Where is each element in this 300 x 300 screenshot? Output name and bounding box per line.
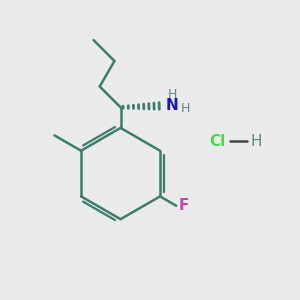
Text: F: F [178, 198, 189, 213]
Text: N: N [166, 98, 178, 113]
Text: Cl: Cl [210, 134, 226, 149]
Text: H: H [181, 102, 190, 115]
Text: H: H [250, 134, 262, 149]
Text: H: H [167, 88, 177, 101]
